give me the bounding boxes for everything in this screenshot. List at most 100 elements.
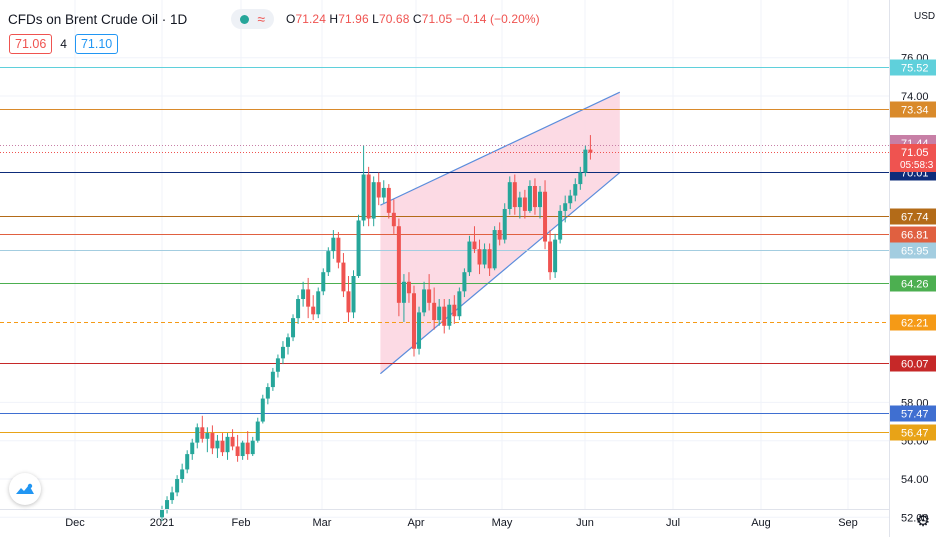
candle-body[interactable] xyxy=(225,436,230,453)
candle-body[interactable] xyxy=(356,220,361,277)
candle-body[interactable] xyxy=(553,239,558,273)
currency-label[interactable]: USD xyxy=(914,11,936,22)
candle-body[interactable] xyxy=(245,442,250,455)
candle-body[interactable] xyxy=(341,262,346,292)
gear-icon[interactable]: ⚙ xyxy=(915,513,931,530)
candle-body[interactable] xyxy=(563,203,568,211)
candle-body[interactable] xyxy=(200,427,205,439)
candle-body[interactable] xyxy=(351,276,356,313)
candle-body[interactable] xyxy=(437,306,442,321)
candle-body[interactable] xyxy=(190,442,195,455)
candle-body[interactable] xyxy=(452,304,457,317)
candle-body[interactable] xyxy=(301,289,306,299)
candle-body[interactable] xyxy=(371,182,376,219)
candle-body[interactable] xyxy=(311,306,316,315)
candle-body[interactable] xyxy=(210,433,215,449)
candle-body[interactable] xyxy=(160,509,164,518)
candle-body[interactable] xyxy=(447,304,452,326)
candle-body[interactable] xyxy=(396,226,401,303)
candle-body[interactable] xyxy=(165,500,170,510)
candle-body[interactable] xyxy=(270,371,275,388)
sell-price-button[interactable]: 71.06 xyxy=(9,34,53,54)
candle-body[interactable] xyxy=(427,289,432,303)
candle-body[interactable] xyxy=(477,249,482,265)
candle-body[interactable] xyxy=(235,446,240,457)
candle-body[interactable] xyxy=(376,182,381,198)
candle-body[interactable] xyxy=(507,182,512,209)
candle-body[interactable] xyxy=(215,440,220,449)
candle-body[interactable] xyxy=(401,281,406,303)
candle-body[interactable] xyxy=(573,184,578,196)
candle-body[interactable] xyxy=(240,442,245,457)
candle-body[interactable] xyxy=(336,237,341,263)
horizontal-levels[interactable] xyxy=(0,67,889,433)
candle-body[interactable] xyxy=(195,427,200,443)
symbol-title[interactable]: CFDs on Brent Crude Oil · 1D xyxy=(8,11,188,27)
candle-body[interactable] xyxy=(497,230,502,240)
candle-body[interactable] xyxy=(432,302,437,321)
candle-body[interactable] xyxy=(588,149,593,153)
candle-body[interactable] xyxy=(321,272,326,292)
candle-body[interactable] xyxy=(442,306,447,326)
candle-body[interactable] xyxy=(316,291,321,315)
candle-body[interactable] xyxy=(346,291,351,313)
candle-body[interactable] xyxy=(578,172,583,185)
candle-body[interactable] xyxy=(532,186,537,208)
candle-body[interactable] xyxy=(522,197,527,211)
candle-body[interactable] xyxy=(482,249,487,265)
candle-body[interactable] xyxy=(180,469,185,479)
candle-body[interactable] xyxy=(175,479,180,493)
candle-body[interactable] xyxy=(487,249,492,269)
candle-body[interactable] xyxy=(260,398,265,422)
candle-body[interactable] xyxy=(306,289,311,307)
candle-body[interactable] xyxy=(331,237,336,252)
candle-body[interactable] xyxy=(250,440,255,455)
status-pill[interactable]: ≈ xyxy=(231,9,274,29)
time-axis[interactable]: Dec 2021 Feb Mar Apr May Jun Jul Aug Sep xyxy=(65,517,858,529)
candle-body[interactable] xyxy=(185,454,190,470)
candle-body[interactable] xyxy=(527,186,532,211)
candle-body[interactable] xyxy=(512,182,517,208)
candle-body[interactable] xyxy=(391,212,396,227)
candle-body[interactable] xyxy=(366,174,371,219)
candle-body[interactable] xyxy=(583,149,588,173)
candle-body[interactable] xyxy=(558,210,563,240)
candle-body[interactable] xyxy=(286,337,290,347)
candle-body[interactable] xyxy=(275,358,280,372)
candle-body[interactable] xyxy=(280,346,285,359)
candle-body[interactable] xyxy=(543,191,548,242)
candle-body[interactable] xyxy=(417,312,422,349)
candle-body[interactable] xyxy=(361,174,366,221)
tradingview-logo-icon[interactable] xyxy=(9,473,41,505)
candle-body[interactable] xyxy=(296,298,301,319)
candle-body[interactable] xyxy=(291,318,296,338)
candle-body[interactable] xyxy=(467,241,472,273)
candle-body[interactable] xyxy=(220,440,225,453)
candle-body[interactable] xyxy=(502,208,507,240)
candle-body[interactable] xyxy=(406,281,411,294)
candle-body[interactable] xyxy=(568,195,573,204)
candle-body[interactable] xyxy=(255,421,260,441)
candle-body[interactable] xyxy=(326,251,331,273)
candle-body[interactable] xyxy=(230,436,235,447)
candle-body[interactable] xyxy=(422,289,427,313)
channel-upper-line[interactable] xyxy=(380,91,621,206)
candlesticks[interactable] xyxy=(160,135,593,522)
candle-body[interactable] xyxy=(462,272,467,292)
buy-price-button[interactable]: 71.10 xyxy=(74,34,119,54)
candle-body[interactable] xyxy=(381,187,386,198)
candle-body[interactable] xyxy=(386,187,391,213)
candle-body[interactable] xyxy=(538,191,542,208)
candle-body[interactable] xyxy=(205,433,210,439)
candle-body[interactable] xyxy=(457,291,462,317)
candle-body[interactable] xyxy=(265,387,270,399)
level-price-label: 56.47 xyxy=(901,428,929,440)
candle-body[interactable] xyxy=(517,197,522,208)
candle-body[interactable] xyxy=(412,293,416,349)
candle-body[interactable] xyxy=(170,492,175,501)
candle-body[interactable] xyxy=(492,230,497,269)
candle-body[interactable] xyxy=(472,241,477,250)
x-tick-label: 2021 xyxy=(150,517,174,529)
candle-body[interactable] xyxy=(548,241,553,273)
